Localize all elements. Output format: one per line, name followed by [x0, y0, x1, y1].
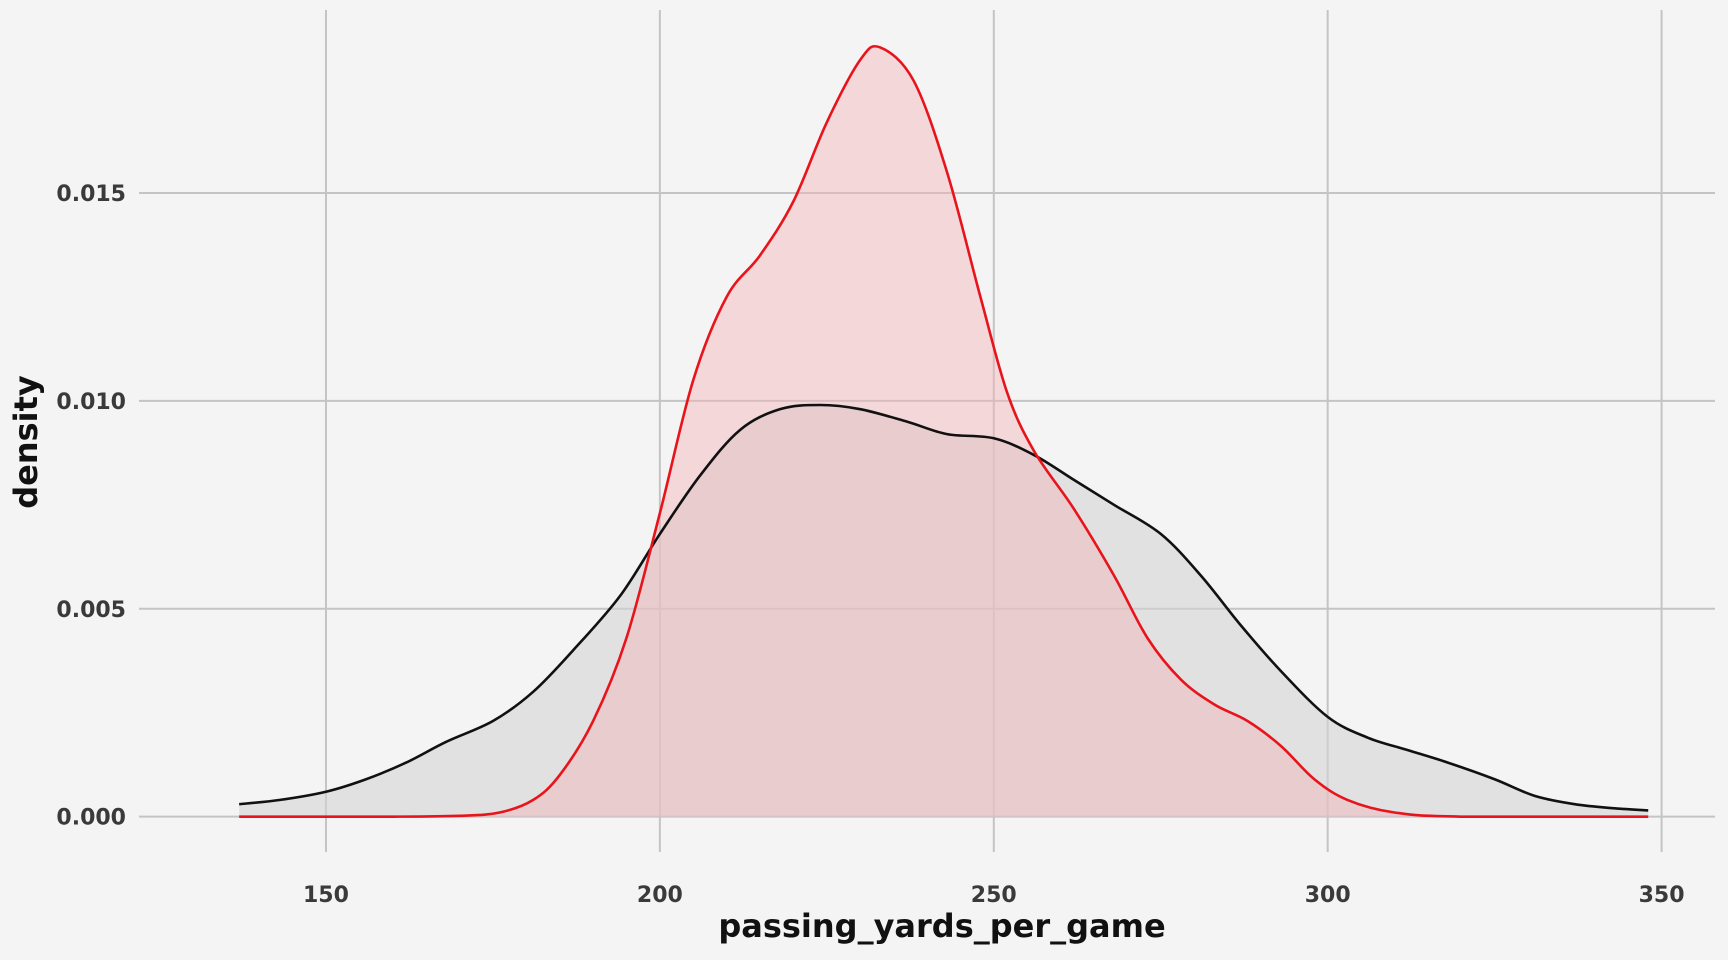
- y-axis-title: density: [7, 375, 45, 509]
- x-tick-labels: 150 200 250 300 350: [303, 883, 1685, 908]
- y-tick-label: 0.015: [56, 182, 126, 207]
- density-line-series-2: [239, 44, 1649, 818]
- y-tick-labels: 0.000 0.005 0.010 0.015: [56, 182, 126, 831]
- density-area-series-1: [239, 405, 1649, 817]
- density-line-series-1: [239, 403, 1649, 812]
- y-tick-label: 0.000: [56, 806, 126, 831]
- density-series: [239, 44, 1649, 818]
- x-tick-label: 150: [303, 883, 349, 908]
- y-tick-label: 0.010: [56, 390, 126, 415]
- x-tick-label: 350: [1639, 883, 1685, 908]
- x-tick-label: 250: [971, 883, 1017, 908]
- x-tick-label: 200: [637, 883, 683, 908]
- x-tick-label: 300: [1305, 883, 1351, 908]
- x-axis-title: passing_yards_per_game: [718, 907, 1165, 945]
- density-area-series-2: [239, 46, 1649, 817]
- y-tick-label: 0.005: [56, 598, 126, 623]
